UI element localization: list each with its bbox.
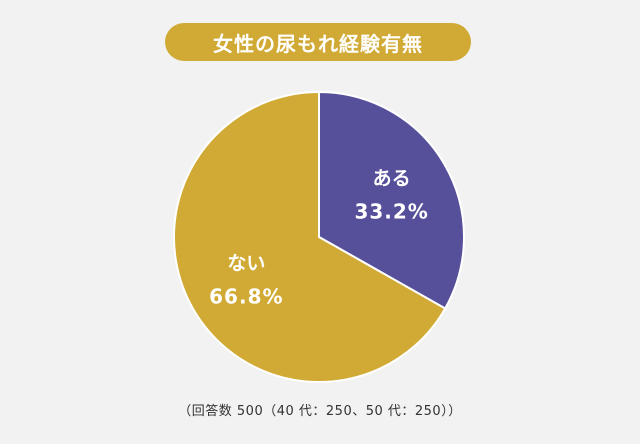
slice-label-1: ない bbox=[227, 252, 265, 274]
slice-label-0: ある bbox=[373, 168, 411, 190]
pie-slice-1 bbox=[173, 90, 447, 383]
sample-size-note: （回答数 500（40 代：250、50 代：250）） bbox=[178, 404, 462, 419]
slice-value-1: 66.8% bbox=[209, 284, 283, 308]
slice-value-0: 33.2% bbox=[354, 200, 428, 224]
chart-title: 女性の尿もれ経験有無 bbox=[165, 23, 471, 61]
pie-slice-0 bbox=[318, 90, 465, 310]
